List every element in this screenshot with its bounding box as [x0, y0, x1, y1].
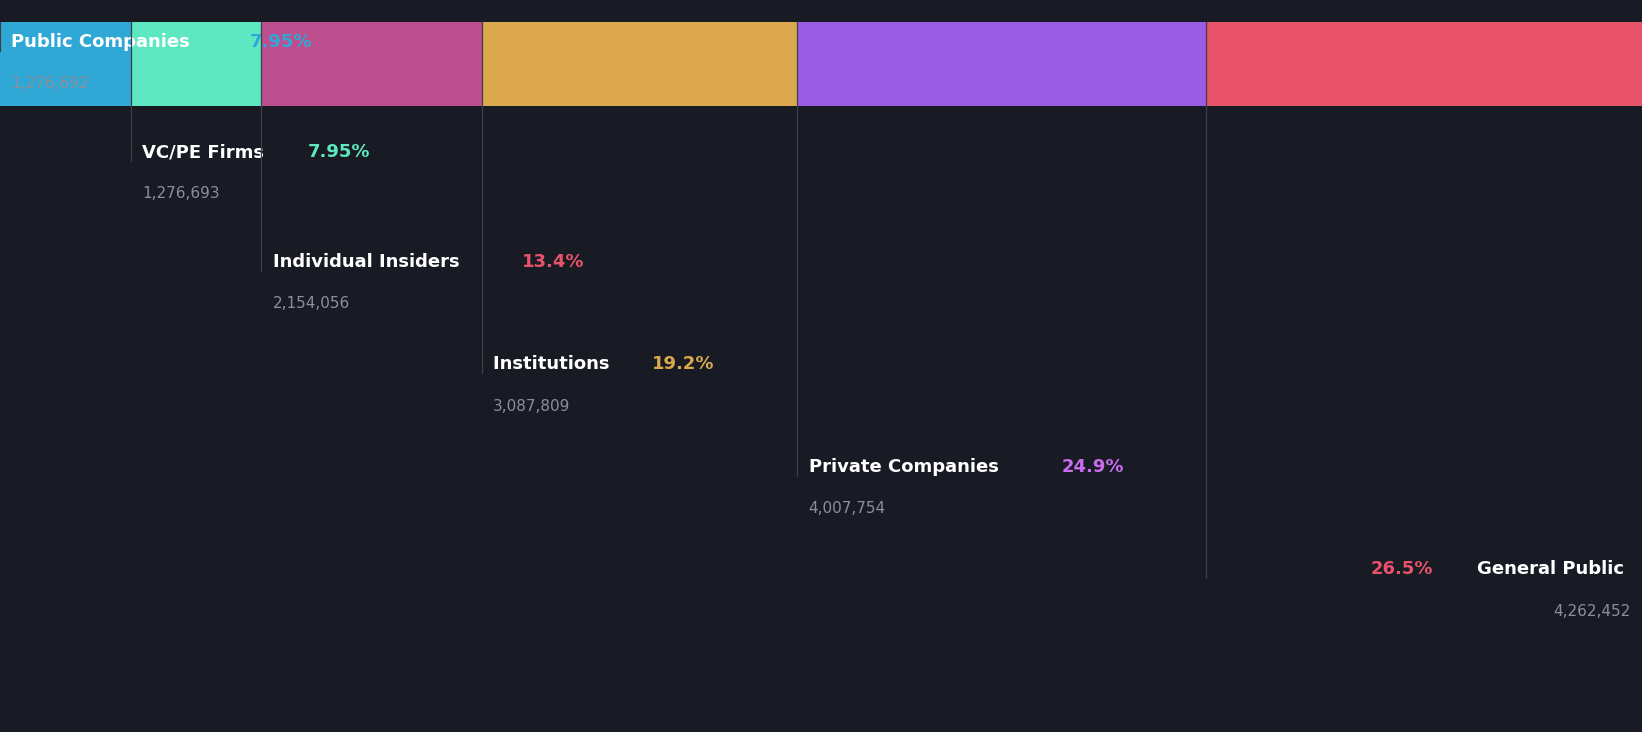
Text: 1,276,693: 1,276,693: [143, 187, 220, 201]
Text: 3,087,809: 3,087,809: [493, 399, 570, 414]
Bar: [1207, 22, 1642, 106]
Text: 2,154,056: 2,154,056: [273, 296, 350, 311]
Text: 24.9%: 24.9%: [1062, 458, 1125, 476]
Text: Individual Insiders: Individual Insiders: [273, 253, 466, 271]
Bar: [261, 22, 481, 106]
Text: 13.4%: 13.4%: [522, 253, 585, 271]
Text: Private Companies: Private Companies: [808, 458, 1005, 476]
Text: 7.95%: 7.95%: [307, 143, 369, 161]
Bar: [796, 22, 1207, 106]
Text: 4,007,754: 4,007,754: [808, 501, 885, 516]
Text: General Public: General Public: [1478, 560, 1631, 578]
Bar: [131, 22, 261, 106]
Text: Institutions: Institutions: [493, 355, 616, 373]
Text: 1,276,692: 1,276,692: [11, 77, 89, 92]
Bar: [481, 22, 796, 106]
Text: 4,262,452: 4,262,452: [1553, 604, 1631, 619]
Bar: [0, 22, 131, 106]
Text: VC/PE Firms: VC/PE Firms: [143, 143, 271, 161]
Text: 7.95%: 7.95%: [250, 33, 312, 51]
Text: 19.2%: 19.2%: [652, 355, 714, 373]
Text: 26.5%: 26.5%: [1371, 560, 1433, 578]
Text: Public Companies: Public Companies: [11, 33, 197, 51]
